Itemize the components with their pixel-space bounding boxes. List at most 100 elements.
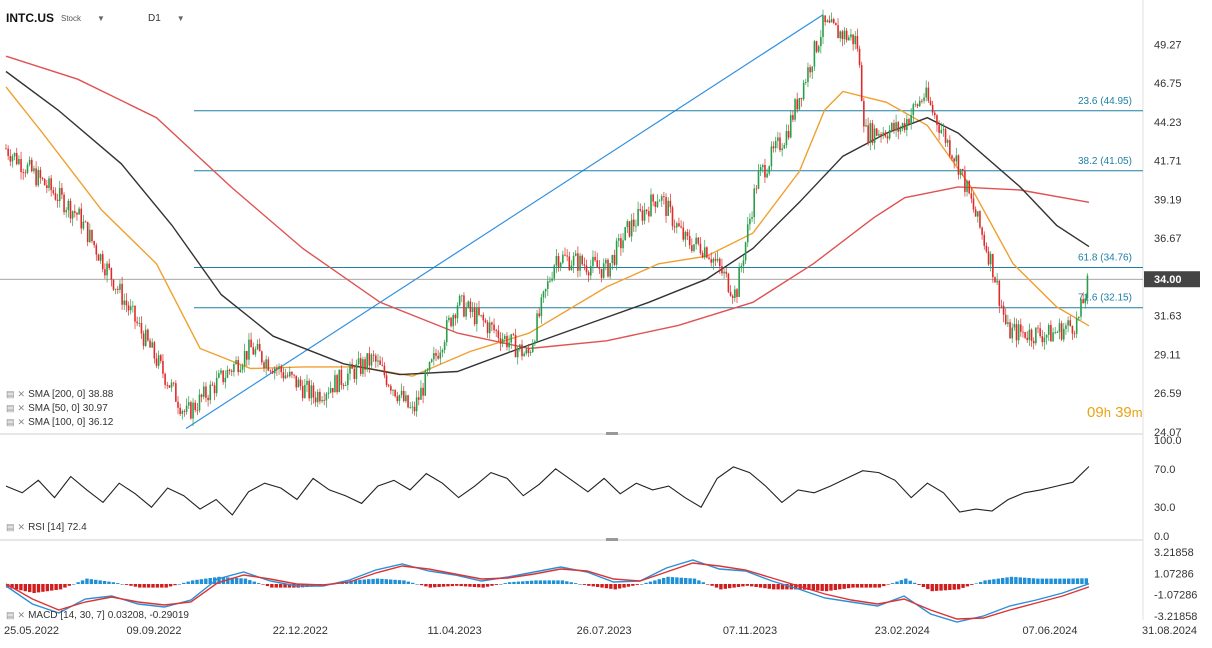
candle — [463, 295, 465, 317]
current-price-tag — [1144, 271, 1200, 288]
candle — [289, 371, 291, 377]
candle — [465, 307, 467, 317]
macd-histogram-bar — [287, 584, 292, 588]
candle — [751, 217, 753, 219]
macd-histogram-bar — [199, 579, 204, 584]
candle — [183, 411, 186, 412]
settings-icon[interactable]: ▤ — [6, 522, 15, 532]
macd-histogram-bar — [904, 578, 908, 584]
candle — [643, 209, 646, 221]
macd-histogram-bar — [503, 583, 507, 584]
legend-rsi: ▤ ✕ RSI [14] 72.4 — [6, 522, 87, 533]
candle — [104, 269, 106, 276]
candle — [540, 297, 543, 317]
candle — [510, 334, 513, 343]
candle — [359, 358, 362, 374]
candle — [484, 320, 487, 323]
macd-histogram-bar — [164, 584, 168, 588]
candle — [794, 99, 796, 120]
candle — [353, 368, 356, 379]
macd-histogram-bar — [1018, 577, 1022, 584]
candle — [961, 169, 964, 171]
candle — [95, 245, 98, 255]
candle — [521, 344, 523, 357]
candle — [261, 351, 263, 363]
macd-histogram-bar — [146, 584, 151, 588]
macd-histogram-bar — [644, 582, 648, 584]
macd-histogram-bar — [1014, 577, 1018, 584]
candle — [108, 263, 110, 269]
close-icon[interactable]: ✕ — [17, 610, 26, 620]
candle — [1024, 332, 1026, 338]
candle — [785, 130, 788, 146]
candle — [714, 258, 717, 261]
candle — [157, 355, 160, 366]
candle — [891, 123, 893, 130]
symbol-label[interactable]: INTC.US — [6, 11, 54, 25]
candle — [650, 194, 652, 217]
candle — [684, 232, 687, 240]
macd-histogram-bar — [1084, 578, 1089, 584]
macd-histogram-bar — [406, 581, 411, 584]
macd-histogram-bar — [358, 579, 362, 584]
candle — [602, 263, 605, 278]
candle — [420, 387, 422, 400]
macd-histogram-bar — [547, 580, 551, 584]
candle — [574, 253, 577, 256]
candle — [746, 224, 749, 243]
candle — [721, 266, 723, 274]
candle — [908, 119, 910, 125]
close-icon[interactable]: ✕ — [17, 522, 26, 532]
candle — [992, 253, 994, 278]
candle — [736, 289, 738, 297]
timeframe-dropdown-icon[interactable]: ▼ — [176, 13, 185, 23]
macd-histogram-bar — [371, 578, 375, 584]
macd-histogram-bar — [138, 584, 142, 588]
settings-icon[interactable]: ▤ — [6, 389, 15, 399]
macd-histogram-bar — [820, 584, 824, 591]
macd-histogram-bar — [129, 584, 133, 586]
candle — [551, 278, 553, 281]
candle — [82, 221, 85, 229]
settings-icon[interactable]: ▤ — [6, 610, 15, 620]
macd-histogram-bar — [529, 580, 534, 584]
candle — [719, 258, 721, 267]
symbol-dropdown-icon[interactable]: ▼ — [97, 13, 105, 23]
close-icon[interactable]: ✕ — [17, 403, 26, 413]
candle — [1060, 323, 1063, 340]
candle — [863, 101, 865, 127]
candle — [175, 383, 177, 402]
close-icon[interactable]: ✕ — [17, 389, 26, 399]
macd-histogram-bar — [877, 584, 882, 588]
candle — [996, 280, 998, 283]
candle — [230, 370, 233, 372]
candle — [914, 104, 917, 106]
settings-icon[interactable]: ▤ — [6, 403, 15, 413]
macd-histogram-bar — [32, 584, 36, 593]
candle — [375, 355, 377, 362]
macd-histogram-bar — [1000, 578, 1005, 584]
timeframe-label[interactable]: D1 — [148, 12, 161, 24]
macd-tick-label: 3.21858 — [1154, 547, 1194, 559]
candle — [89, 229, 91, 243]
candle — [951, 155, 953, 159]
candle — [106, 263, 108, 276]
candle — [203, 386, 205, 397]
candle — [534, 341, 536, 344]
candle — [235, 360, 237, 365]
candle — [654, 201, 657, 207]
candle — [409, 407, 411, 408]
macd-histogram-bar — [639, 584, 644, 585]
candle — [321, 399, 323, 402]
macd-histogram-bar — [736, 584, 741, 587]
candle — [843, 30, 846, 40]
close-icon[interactable]: ✕ — [17, 417, 26, 427]
macd-histogram-bar — [120, 584, 124, 585]
settings-icon[interactable]: ▤ — [6, 417, 15, 427]
candle — [67, 200, 70, 211]
timeframe-selector[interactable]: D1 ▼ — [148, 9, 185, 27]
candle — [314, 397, 317, 403]
candle — [923, 97, 925, 101]
macd-histogram-bar — [208, 578, 212, 584]
